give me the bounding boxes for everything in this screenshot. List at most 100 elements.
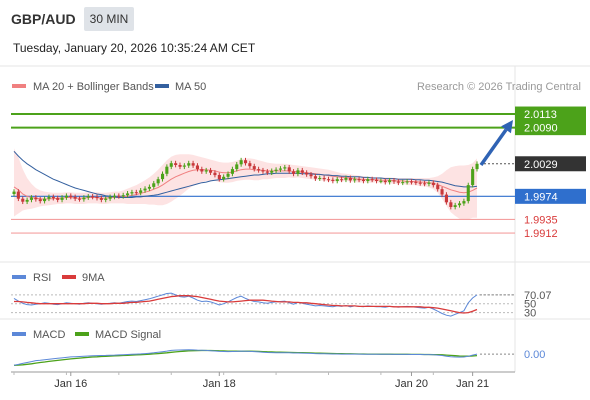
candle-body-5	[34, 197, 38, 200]
candle-body-39	[182, 165, 186, 167]
candle-body-100	[449, 202, 453, 207]
x-tick-label-1: Jan 18	[203, 378, 236, 390]
candle-body-51	[235, 164, 239, 170]
candle-body-91	[410, 181, 414, 183]
candle-body-74	[335, 179, 339, 181]
candle-body-78	[353, 179, 357, 181]
price-levels	[11, 113, 515, 234]
candle-body-49	[226, 173, 230, 177]
candle-body-55	[252, 166, 256, 170]
candle-body-47	[217, 175, 221, 180]
candle-body-22	[108, 196, 112, 199]
x-axis: Jan 16 Jan 18 Jan 20 Jan 21	[11, 371, 515, 390]
candle-body-34	[161, 173, 165, 180]
candle-body-53	[244, 160, 248, 164]
rsi-ma-legend-label: 9MA	[82, 272, 105, 284]
candle-body-73	[331, 179, 335, 181]
candle-body-54	[248, 163, 252, 167]
candles	[12, 157, 479, 210]
candle-body-28	[134, 192, 138, 194]
candle-body-71	[322, 178, 326, 180]
candle-body-25	[121, 195, 125, 197]
macd-legend: MACD MACD Signal	[12, 329, 161, 341]
candle-body-75	[340, 179, 344, 181]
candle-body-86	[388, 180, 392, 183]
macd-signal-legend-swatch	[75, 332, 89, 336]
candle-body-67	[305, 172, 309, 175]
macd-legend-swatch	[12, 332, 26, 336]
candle-body-69	[313, 176, 317, 179]
candle-body-63	[287, 167, 291, 172]
macd-panel: 0.00	[13, 349, 545, 366]
candle-body-3	[25, 199, 29, 202]
candle-body-62	[283, 167, 287, 169]
candle-body-99	[444, 194, 448, 203]
candle-body-65	[296, 170, 300, 174]
candle-body-46	[213, 172, 217, 176]
candle-body-10	[56, 198, 60, 200]
candle-body-38	[178, 165, 182, 167]
candle-body-37	[174, 163, 178, 165]
candle-body-87	[392, 180, 396, 182]
candle-body-8	[47, 196, 51, 199]
candle-body-40	[187, 163, 191, 166]
candle-body-41	[191, 163, 195, 166]
resistance-label-box-0	[515, 106, 586, 122]
candle-body-13	[69, 195, 73, 197]
candle-body-11	[60, 197, 64, 200]
macd-line	[13, 349, 478, 366]
candle-body-85	[383, 180, 387, 183]
candle-body-32	[152, 183, 156, 187]
candle-body-105	[471, 169, 475, 186]
candle-body-61	[278, 168, 282, 170]
chart-header: GBP/AUD 30 MIN Tuesday, January 20, 2026…	[0, 0, 590, 66]
candle-body-50	[230, 169, 234, 174]
candle-body-66	[300, 170, 304, 173]
candle-body-2	[21, 198, 25, 202]
forecast-arrow	[479, 119, 513, 166]
candle-body-29	[139, 190, 143, 193]
candle-body-59	[270, 170, 274, 173]
macd-legend-label: MACD	[33, 329, 65, 341]
rsi-legend-label: RSI	[33, 272, 51, 284]
current-label-2: 2.0029	[524, 159, 558, 171]
candle-body-30	[143, 188, 147, 191]
candle-body-98	[440, 189, 444, 195]
candle-body-82	[370, 179, 374, 181]
candle-body-90	[405, 181, 409, 183]
timeframe-button[interactable]: 30 MIN	[84, 7, 134, 31]
candle-body-101	[453, 205, 457, 207]
rsi-legend-swatch	[12, 275, 26, 279]
forecast-arrow-head	[501, 119, 513, 134]
candle-body-70	[318, 178, 322, 179]
candle-body-31	[147, 186, 151, 189]
rsi-legend: RSI 9MA	[12, 272, 105, 284]
bollinger-bands	[14, 148, 477, 220]
candle-body-72	[327, 179, 331, 181]
candle-body-93	[418, 182, 422, 184]
ma20-line	[13, 168, 478, 200]
candle-body-96	[431, 182, 435, 186]
candle-body-35	[165, 166, 169, 174]
pivot-label-box-3	[515, 188, 586, 204]
candle-body-4	[29, 197, 33, 200]
candle-body-102	[458, 203, 462, 206]
support-label-4: 1.9935	[524, 214, 558, 226]
candle-body-19	[95, 196, 99, 199]
candle-body-45	[209, 170, 213, 173]
candle-body-76	[344, 178, 348, 180]
candle-body-58	[265, 171, 269, 173]
ma50-legend-swatch	[155, 84, 169, 88]
candle-body-23	[112, 195, 116, 197]
x-tick-label-0: Jan 16	[54, 378, 87, 390]
level-labels: 2.0113 2.0090 2.0029 1.9974 1.9935 1.9912	[515, 106, 586, 240]
main-legend: MA 20 + Bollinger Bands MA 50 Research ©…	[12, 81, 581, 93]
candle-body-33	[156, 179, 160, 184]
candle-body-103	[462, 201, 466, 204]
resistance-label-0: 2.0113	[524, 109, 557, 121]
candle-body-17	[86, 196, 90, 198]
candle-body-88	[396, 181, 400, 183]
candle-body-44	[204, 170, 208, 172]
candle-body-27	[130, 192, 134, 194]
